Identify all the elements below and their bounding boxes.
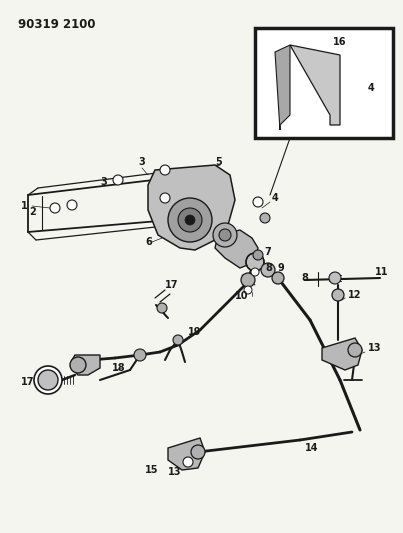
- Circle shape: [173, 335, 183, 345]
- Text: 2: 2: [29, 207, 36, 217]
- Text: 14: 14: [305, 443, 318, 453]
- Circle shape: [157, 303, 167, 313]
- Circle shape: [251, 268, 259, 276]
- Polygon shape: [72, 355, 100, 375]
- Text: 3: 3: [139, 157, 145, 167]
- Polygon shape: [275, 45, 290, 130]
- Text: 13: 13: [368, 343, 382, 353]
- Circle shape: [329, 272, 341, 284]
- Text: 6: 6: [145, 237, 152, 247]
- Text: 8: 8: [265, 263, 272, 273]
- Circle shape: [134, 349, 146, 361]
- Circle shape: [332, 289, 344, 301]
- Text: 4: 4: [368, 83, 375, 93]
- Circle shape: [185, 215, 195, 225]
- Circle shape: [241, 273, 255, 287]
- Polygon shape: [148, 165, 235, 250]
- Circle shape: [253, 197, 263, 207]
- Text: 12: 12: [348, 290, 361, 300]
- Circle shape: [244, 286, 252, 294]
- Text: 18: 18: [112, 363, 126, 373]
- Circle shape: [183, 457, 193, 467]
- Circle shape: [168, 198, 212, 242]
- Bar: [255, 28, 393, 138]
- Circle shape: [191, 445, 205, 459]
- Circle shape: [260, 213, 270, 223]
- Text: 13: 13: [168, 467, 182, 477]
- Text: 4: 4: [272, 193, 279, 203]
- Text: 9: 9: [278, 263, 285, 273]
- Circle shape: [348, 343, 362, 357]
- Polygon shape: [322, 338, 362, 370]
- Polygon shape: [215, 230, 258, 268]
- Text: 19: 19: [188, 327, 202, 337]
- Circle shape: [113, 175, 123, 185]
- Text: 17: 17: [165, 280, 179, 290]
- Circle shape: [178, 208, 202, 232]
- Text: 1: 1: [21, 201, 28, 211]
- Circle shape: [50, 203, 60, 213]
- Text: 8: 8: [301, 273, 308, 283]
- Polygon shape: [290, 45, 340, 125]
- Circle shape: [272, 272, 284, 284]
- Circle shape: [213, 223, 237, 247]
- Text: 10: 10: [235, 291, 248, 301]
- Polygon shape: [168, 438, 205, 470]
- Circle shape: [67, 200, 77, 210]
- Circle shape: [160, 193, 170, 203]
- Circle shape: [253, 250, 263, 260]
- Text: 5: 5: [215, 157, 222, 167]
- Text: 15: 15: [145, 465, 158, 475]
- Circle shape: [246, 253, 264, 271]
- Text: 90319 2100: 90319 2100: [18, 18, 96, 31]
- Text: 17: 17: [21, 377, 35, 387]
- Circle shape: [38, 370, 58, 390]
- Text: 7: 7: [264, 247, 271, 257]
- Text: 3: 3: [100, 177, 107, 187]
- Circle shape: [348, 83, 362, 97]
- Text: 11: 11: [375, 267, 388, 277]
- Circle shape: [160, 165, 170, 175]
- Circle shape: [34, 366, 62, 394]
- Circle shape: [70, 357, 86, 373]
- Text: 16: 16: [333, 37, 347, 47]
- Circle shape: [261, 263, 275, 277]
- Circle shape: [219, 229, 231, 241]
